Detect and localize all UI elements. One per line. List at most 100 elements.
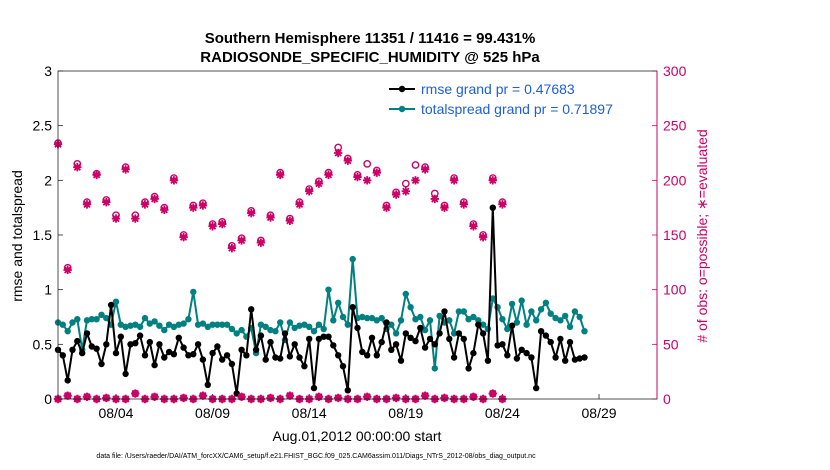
totalspread-point	[508, 300, 516, 308]
x-tick-label: 08/14	[292, 405, 327, 421]
rmse-point	[272, 354, 279, 361]
obs-evaluated-point	[295, 200, 304, 209]
rmse-point	[248, 306, 255, 313]
y-left-tick-label: 1	[44, 282, 52, 298]
obs-evaluated-point	[189, 203, 198, 212]
rmse-point	[426, 335, 434, 343]
legend-box	[384, 76, 652, 118]
rmse-point	[74, 337, 81, 345]
rmse-point	[228, 360, 236, 368]
y-left-tick-label: 1.5	[33, 227, 53, 243]
rmse-point	[103, 341, 110, 348]
legend-rmse-label: rmse grand pr = 0.47683	[421, 81, 575, 97]
obs-evaluated-low-point	[469, 392, 478, 402]
obs-evaluated-point	[411, 176, 420, 185]
obs-evaluated-point	[498, 200, 507, 209]
totalspread-point	[165, 321, 173, 328]
totalspread-point	[199, 320, 207, 327]
rmse-point	[421, 344, 429, 351]
rmse-point	[349, 304, 356, 311]
y-right-tick-label: 300	[663, 63, 687, 79]
rmse-point	[306, 335, 313, 343]
rmse-point	[238, 346, 245, 353]
totalspread-point	[417, 313, 424, 321]
obs-evaluated-point	[82, 200, 92, 209]
rmse-point	[450, 354, 458, 361]
totalspread-point	[504, 325, 511, 333]
y-left-tick-label: 0.5	[33, 336, 53, 352]
obs-evaluated-low-point	[63, 391, 72, 400]
totalspread-point	[257, 321, 265, 328]
obs-evaluated-point	[353, 172, 362, 182]
obs-evaluated-point	[459, 200, 468, 209]
obs-evaluated-low-point	[314, 392, 324, 402]
rmse-point	[441, 308, 448, 315]
totalspread-point	[571, 308, 579, 315]
obs-evaluated-low-point	[102, 393, 111, 403]
rmse-point	[291, 341, 298, 348]
rmse-point	[180, 344, 187, 351]
obs-evaluated-point	[333, 148, 343, 158]
obs-evaluated-point	[92, 170, 101, 180]
totalspread-point	[450, 330, 458, 337]
totalspread-point	[306, 323, 313, 330]
totalspread-point	[368, 314, 376, 322]
totalspread-point	[170, 323, 178, 330]
obs-evaluated-point	[169, 176, 179, 185]
obs-evaluated-low-point	[285, 391, 295, 400]
totalspread-point	[465, 316, 472, 323]
totalspread-point	[431, 365, 438, 372]
totalspread-point	[141, 314, 149, 322]
rmse-point	[233, 390, 240, 397]
rmse-point	[93, 345, 100, 352]
rmse-point	[83, 330, 91, 337]
rmse-point	[407, 334, 414, 341]
totalspread-point	[330, 317, 337, 324]
totalspread-point	[156, 322, 163, 329]
totalspread-point	[402, 290, 409, 298]
rmse-point	[132, 340, 139, 347]
totalspread-point	[489, 295, 496, 302]
rmse-point	[499, 341, 506, 348]
rmse-point	[359, 348, 366, 356]
rmse-point	[204, 381, 211, 388]
totalspread-point	[180, 320, 187, 327]
rmse-point	[156, 341, 163, 348]
obs-evaluated-point	[131, 214, 140, 223]
y-axis-left-label: rmse and totalspread	[9, 170, 25, 302]
obs-evaluated-low-point	[333, 393, 343, 403]
y-axis-right-label: # of obs: o=possible; ∗=evaluated	[694, 129, 710, 342]
rmse-point	[397, 357, 405, 364]
rmse-point	[320, 333, 327, 340]
totalspread-point	[185, 316, 192, 323]
obs-evaluated-point	[469, 222, 478, 231]
totalspread-point	[373, 317, 380, 324]
totalspread-point	[151, 318, 158, 325]
totalspread-point	[349, 255, 356, 263]
totalspread-point	[335, 299, 342, 306]
rmse-point	[402, 330, 409, 337]
obs-evaluated-low-point	[179, 393, 188, 403]
totalspread-point	[475, 317, 482, 324]
totalspread-point	[412, 316, 419, 323]
totalspread-point	[499, 316, 506, 323]
rmse-point	[286, 353, 294, 360]
totalspread-point	[576, 313, 583, 321]
x-tick-label: 08/29	[582, 405, 617, 421]
rmse-point	[146, 338, 153, 346]
obs-evaluated-point	[266, 213, 275, 222]
obs-evaluated-point	[401, 187, 411, 196]
totalspread-point	[513, 319, 521, 326]
rmse-point	[165, 348, 173, 356]
y-left-tick-label: 3	[44, 63, 52, 79]
y-right-tick-label: 0	[663, 391, 671, 407]
rmse-point	[508, 322, 516, 329]
totalspread-point	[117, 321, 125, 328]
rmse-point	[330, 342, 337, 349]
rmse-point	[69, 346, 76, 353]
totalspread-point	[103, 314, 110, 322]
rmse-point	[581, 354, 588, 361]
rmse-point	[528, 354, 535, 361]
obs-evaluated-point	[150, 194, 159, 204]
